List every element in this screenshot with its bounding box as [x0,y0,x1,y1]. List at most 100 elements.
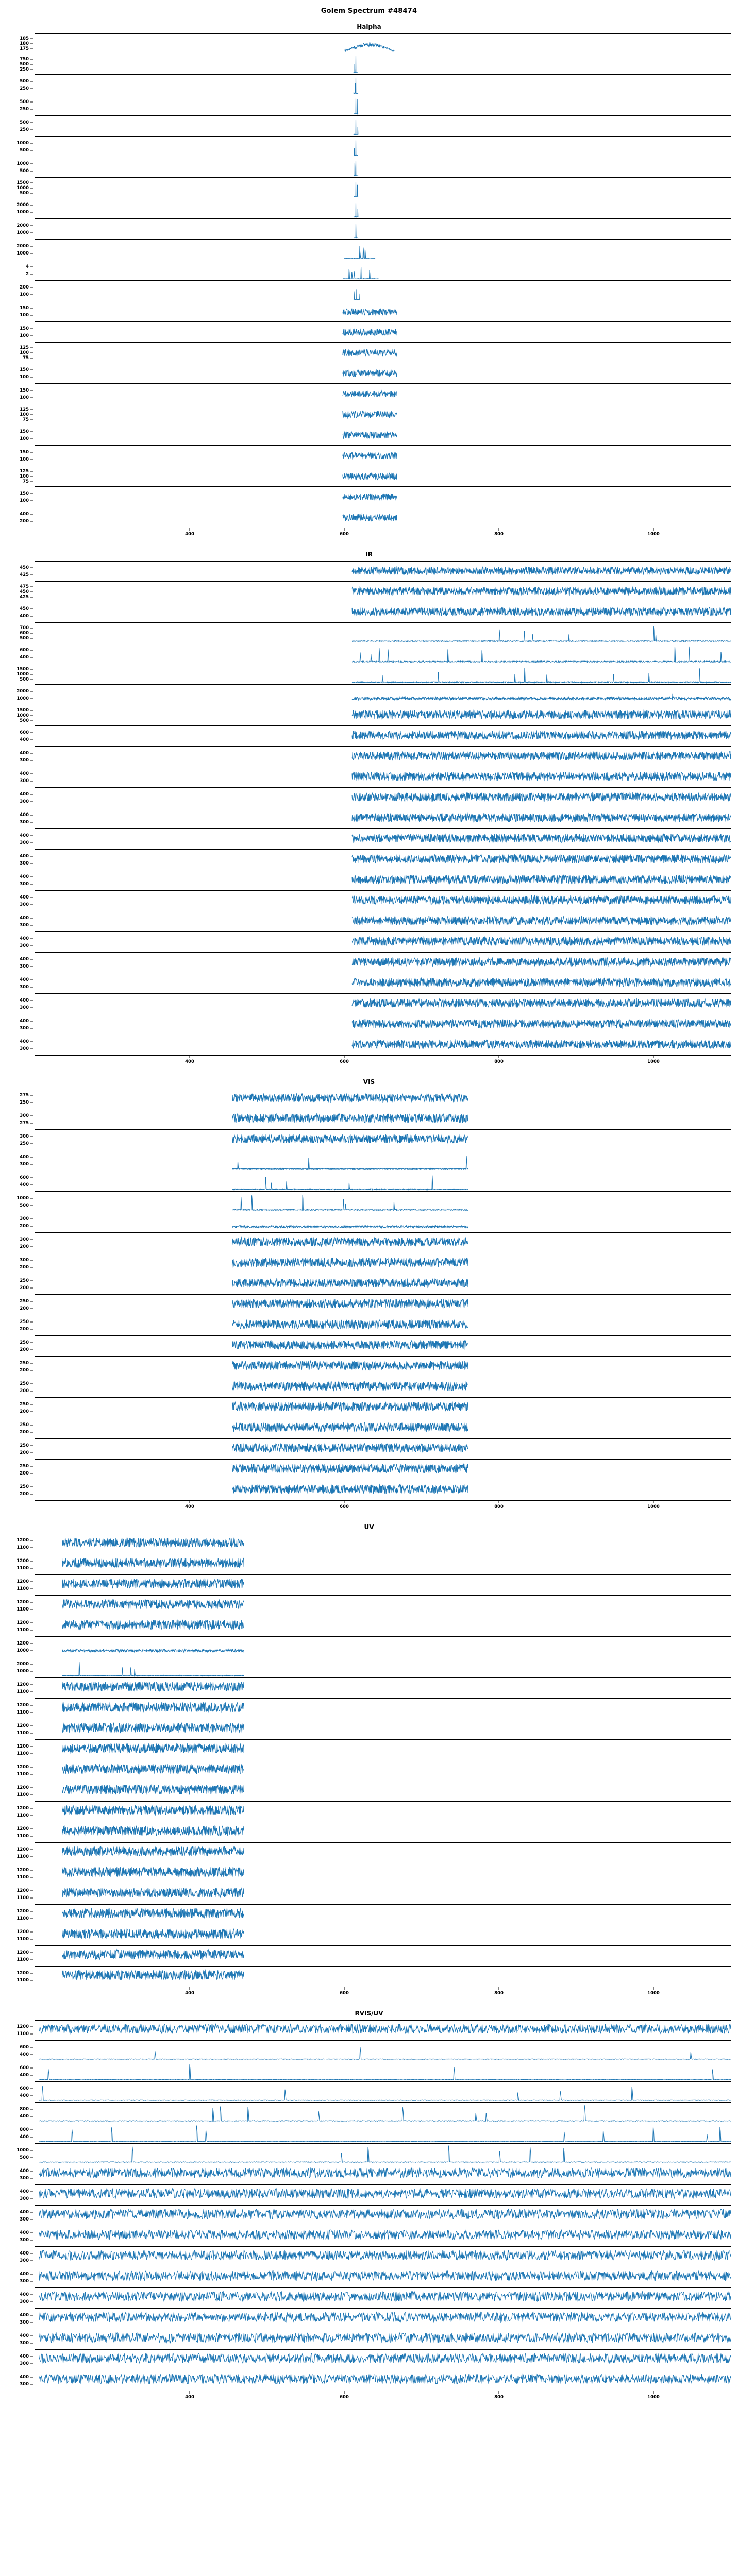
spectrum-row[interactable] [35,2144,731,2164]
spectrum-row[interactable] [35,1596,731,1616]
spectrum-row[interactable] [35,1637,731,1657]
spectrum-row[interactable] [35,507,731,528]
spectrum-row[interactable] [35,446,731,466]
spectrum-row[interactable] [35,747,731,767]
spectrum-row[interactable] [35,260,731,281]
spectrum-row[interactable] [35,561,731,582]
spectrum-row[interactable] [35,1699,731,1719]
spectrum-row[interactable] [35,1657,731,1678]
spectrum-row[interactable] [35,1274,731,1295]
spectrum-row[interactable] [35,2082,731,2103]
spectrum-row[interactable] [35,1460,731,1480]
spectrum-row[interactable] [35,75,731,95]
spectrum-row[interactable] [35,2206,731,2226]
spectrum-row[interactable] [35,1740,731,1760]
spectrum-row[interactable] [35,281,731,301]
spectrum-row[interactable] [35,137,731,157]
spectrum-row[interactable] [35,870,731,891]
spectrum-row[interactable] [35,1357,731,1377]
spectrum-row[interactable] [35,2164,731,2185]
spectrum-row[interactable] [35,2329,731,2350]
spectrum-row[interactable] [35,1377,731,1398]
spectrum-row[interactable] [35,2185,731,2206]
spectrum-row[interactable] [35,1781,731,1802]
spectrum-row[interactable] [35,1109,731,1130]
spectrum-row[interactable] [35,1575,731,1596]
plot-area[interactable]: 185 180 175 750 500 250 500 250 500 250 500 250 1000… [16,33,731,528]
spectrum-row[interactable] [35,582,731,602]
spectrum-row[interactable] [35,1035,731,1056]
spectrum-row[interactable] [35,1171,731,1192]
spectrum-row[interactable] [35,1967,731,1987]
spectrum-row[interactable] [35,1884,731,1905]
spectrum-row[interactable] [35,2370,731,2391]
spectrum-row[interactable] [35,911,731,932]
spectrum-row[interactable] [35,1802,731,1822]
spectrum-row[interactable] [35,2309,731,2329]
spectrum-row[interactable] [35,198,731,219]
spectrum-row[interactable] [35,829,731,850]
spectrum-row[interactable] [35,1253,731,1274]
spectrum-row[interactable] [35,932,731,953]
spectrum-row[interactable] [35,994,731,1014]
spectrum-row[interactable] [35,1014,731,1035]
spectrum-row[interactable] [35,1616,731,1637]
spectrum-row[interactable] [35,973,731,994]
spectrum-row[interactable] [35,240,731,260]
spectrum-row[interactable] [35,2123,731,2144]
spectrum-row[interactable] [35,487,731,507]
spectrum-row[interactable] [35,322,731,343]
spectrum-row[interactable] [35,95,731,116]
spectrum-row[interactable] [35,363,731,384]
spectrum-row[interactable] [35,1946,731,1967]
spectrum-row[interactable] [35,1150,731,1171]
plot-area[interactable]: 1200 1100 600 400 600 400 600 400 800 400 800 400 10… [16,2020,731,2391]
spectrum-row[interactable] [35,2041,731,2061]
spectrum-row[interactable] [35,1905,731,1925]
spectrum-row[interactable] [35,1295,731,1315]
spectrum-row[interactable] [35,850,731,870]
spectrum-row[interactable] [35,157,731,178]
spectrum-row[interactable] [35,1925,731,1946]
spectrum-row[interactable] [35,1398,731,1418]
spectrum-row[interactable] [35,301,731,322]
spectrum-row[interactable] [35,2061,731,2082]
spectrum-row[interactable] [35,685,731,705]
spectrum-row[interactable] [35,788,731,808]
spectrum-row[interactable] [35,726,731,747]
spectrum-row[interactable] [35,425,731,446]
spectrum-row[interactable] [35,1315,731,1336]
spectrum-row[interactable] [35,116,731,137]
spectrum-row[interactable] [35,1678,731,1699]
spectrum-row[interactable] [35,1822,731,1843]
plot-area[interactable]: 275 250 300 275 300 250 400 300 600 400 1000 500 300… [16,1089,731,1501]
plot-area[interactable]: 1200 1100 1200 1100 1200 1100 1200 1100 1200 1100… [16,1534,731,1987]
spectrum-row[interactable] [35,2288,731,2309]
spectrum-row[interactable] [35,178,731,198]
spectrum-row[interactable] [35,404,731,425]
plot-area[interactable]: 450 425 475 450 425 450 400 700 600 500 600 400 1500… [16,561,731,1056]
spectrum-row[interactable] [35,1089,731,1109]
spectrum-row[interactable] [35,1554,731,1575]
spectrum-row[interactable] [35,219,731,240]
spectrum-row[interactable] [35,953,731,973]
spectrum-row[interactable] [35,384,731,404]
spectrum-row[interactable] [35,1863,731,1884]
spectrum-row[interactable] [35,705,731,726]
spectrum-row[interactable] [35,1212,731,1233]
spectrum-row[interactable] [35,1534,731,1554]
spectrum-row[interactable] [35,466,731,487]
spectrum-row[interactable] [35,1130,731,1150]
spectrum-row[interactable] [35,891,731,911]
spectrum-row[interactable] [35,767,731,788]
spectrum-row[interactable] [35,2020,731,2041]
spectrum-row[interactable] [35,1719,731,1740]
spectrum-row[interactable] [35,33,731,54]
spectrum-row[interactable] [35,1192,731,1212]
spectrum-row[interactable] [35,1418,731,1439]
spectrum-row[interactable] [35,602,731,623]
spectrum-row[interactable] [35,2226,731,2247]
spectrum-row[interactable] [35,54,731,75]
spectrum-row[interactable] [35,2247,731,2267]
spectrum-row[interactable] [35,1336,731,1357]
